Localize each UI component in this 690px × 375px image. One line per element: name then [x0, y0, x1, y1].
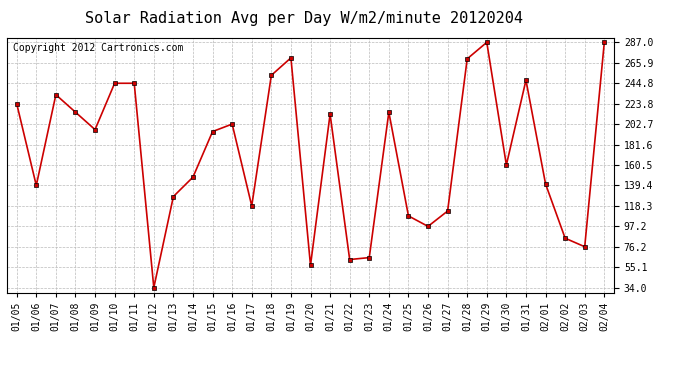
Text: Solar Radiation Avg per Day W/m2/minute 20120204: Solar Radiation Avg per Day W/m2/minute … — [85, 11, 522, 26]
Text: Copyright 2012 Cartronics.com: Copyright 2012 Cartronics.com — [13, 43, 184, 52]
